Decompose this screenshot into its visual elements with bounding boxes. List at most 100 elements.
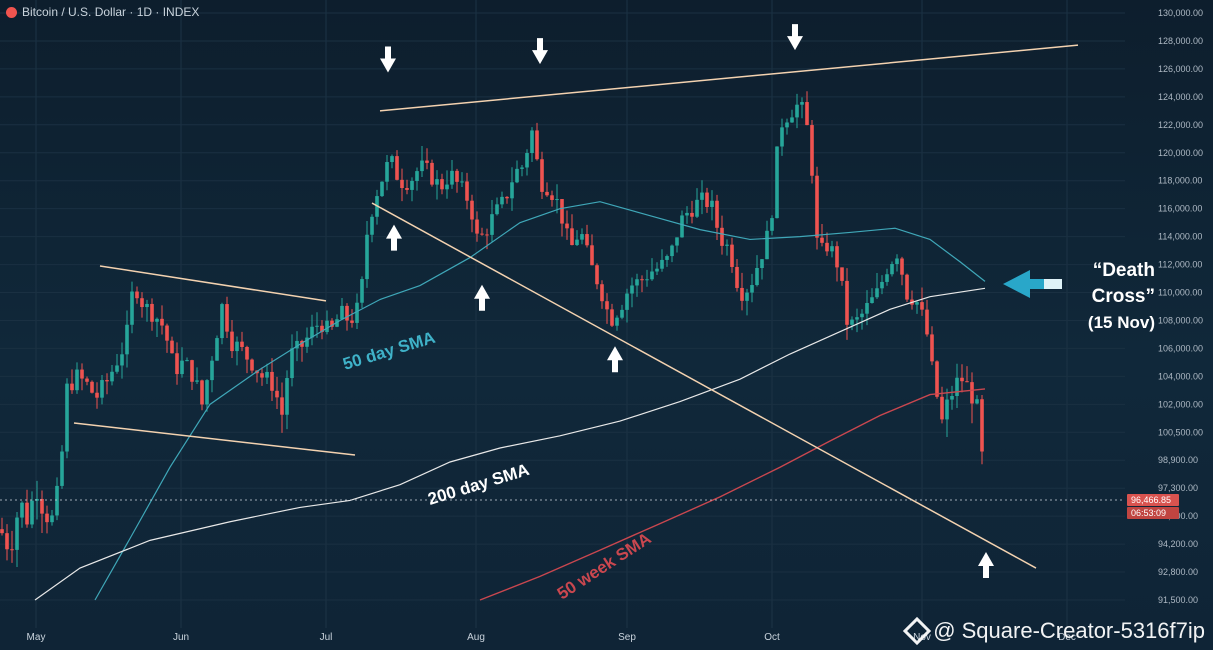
candle-body [295,340,299,349]
candle-body [440,179,444,190]
candle-body [145,303,149,308]
candle-body [860,313,864,318]
candle-body [60,451,64,486]
candle-body [835,246,839,268]
candle-body [290,348,294,379]
candle-body [330,320,334,327]
candle-body [675,237,679,246]
candle-body [850,319,854,325]
candle-body [495,204,499,215]
candle-body [785,122,789,128]
candle-body [880,281,884,289]
candle-body [280,397,284,415]
candle-body [930,334,934,362]
candle-body [935,361,939,397]
candle-body [555,199,559,201]
candle-body [85,378,89,382]
candle-body [310,326,314,338]
candle-body [15,517,19,550]
candle-body [240,341,244,347]
candle-body [95,392,99,398]
candle-body [245,346,249,360]
candle-body [875,288,879,298]
candle-body [415,171,419,181]
candle-body [120,354,124,366]
candle-body [800,102,804,105]
y-tick-label: 114,000.00 [1158,232,1202,242]
candle-body [275,390,279,398]
chart-title: Bitcoin / U.S. Dollar · 1D · INDEX [22,5,200,19]
candle-body [780,127,784,147]
candle-body [335,319,339,327]
candle-body [445,184,449,190]
price-tag-timer-bg [1127,507,1179,519]
x-tick-label: Dec [1058,632,1076,643]
candle-body [570,228,574,246]
candle-body [130,291,134,325]
candle-body [490,214,494,235]
arrow-up-icon [386,224,402,251]
y-tick-label: 106,000.00 [1158,343,1203,353]
candle-body [50,515,54,523]
candle-body [325,320,329,333]
candle-body [175,353,179,375]
candle-body [645,279,649,281]
candle-body [720,227,724,246]
candle-body [595,265,599,285]
candle-body [730,244,734,267]
y-tick-label: 102,000.00 [1158,399,1203,409]
y-tick-label: 98,900.00 [1158,455,1198,465]
candle-body [810,125,814,176]
candle-body [485,234,489,236]
death-cross-annotation: “Death Cross” (15 Nov) [1088,258,1155,336]
candle-body [180,360,184,375]
arrow-down-icon [532,38,548,65]
candle-body [845,280,849,325]
candle-body [690,212,694,217]
y-tick-label: 94,200.00 [1158,539,1198,549]
candle-body [455,170,459,182]
candle-body [590,245,594,266]
candle-body [795,104,799,118]
death-cross-arrow-tail [1044,279,1062,289]
chart-header: Bitcoin / U.S. Dollar · 1D · INDEX [6,5,199,19]
candle-body [505,196,509,199]
x-tick-label: Sep [618,632,636,643]
y-tick-label: 112,000.00 [1158,260,1202,270]
candle-body [615,317,619,326]
candle-body [170,340,174,354]
y-tick-label: 128,000.00 [1158,36,1203,46]
candle-body [925,309,929,335]
y-tick-label: 124,000.00 [1158,92,1203,102]
candle-body [55,485,59,516]
candle-body [660,259,664,269]
candle-body [885,274,889,282]
candle-body [75,369,79,391]
candle-body [700,192,704,200]
trendline-mayjun_top [99,265,327,302]
candle-body [370,216,374,235]
candle-body [420,160,424,172]
candle-body [840,267,844,281]
candle-body [820,237,824,243]
candle-body [900,258,904,275]
candle-body [250,359,254,371]
death-cross-date: (15 Nov) [1087,313,1155,332]
candle-body [185,360,189,362]
candle-body [520,167,524,169]
death-cross-line1: “Death [1092,260,1155,281]
candle-body [405,188,409,190]
x-tick-label: Nov [913,632,931,643]
candle-body [160,318,164,326]
candle-body [430,162,434,185]
arrow-up-icon [607,346,623,373]
candle-body [950,395,954,400]
candle-body [345,305,349,321]
candle-body [30,500,34,525]
candle-body [955,377,959,396]
candle-body [200,380,204,405]
candle-body [575,239,579,246]
candle-body [450,170,454,185]
candle-body [500,196,504,205]
